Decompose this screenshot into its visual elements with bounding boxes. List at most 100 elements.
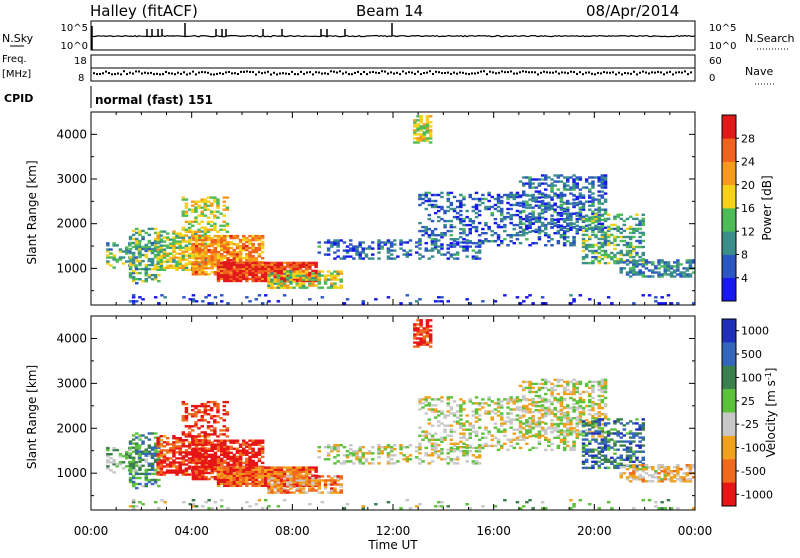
echo-cell [657,259,661,261]
echo-cell [207,460,211,462]
echo-cell [598,246,602,248]
echo-cell [557,180,561,182]
echo-cell [447,452,451,454]
echo-cell [657,267,661,269]
echo-cell [566,240,570,242]
echo-cell [557,188,561,190]
nave-dot [288,73,290,75]
echo-cell [610,242,614,244]
echo-cell [141,465,145,467]
echo-cell [210,225,214,227]
nave-dot [237,73,239,75]
echo-cell [487,206,491,208]
echo-cell [415,245,419,247]
echo-cell [157,485,161,487]
echo-cell [399,444,403,446]
echo-cell [314,469,318,471]
echo-cell [119,461,123,463]
echo-cell [516,437,520,439]
echo-cell [632,256,636,258]
echo-cell [607,262,611,264]
echo-cell [166,265,170,267]
nave-dot [510,70,512,72]
echo-cell [563,194,567,196]
freq-unit: [MHz] [2,69,31,80]
echo-cell [429,125,433,127]
nave-dot [465,73,467,75]
echo-cell [531,302,535,304]
echo-cell [585,254,589,256]
echo-cell [179,240,183,242]
echo-cell [226,427,230,429]
nave-dot [462,72,464,74]
echo-cell [179,461,183,463]
echo-cell [572,174,576,176]
echo-cell [528,213,532,215]
echo-cell [129,252,133,254]
echo-cell [188,425,192,427]
echo-cell [125,453,129,455]
echo-cell [431,443,435,445]
echo-cell [456,404,460,406]
echo-cell [582,256,586,258]
echo-cell [336,444,340,446]
echo-cell [324,481,328,483]
nave-dot [666,72,668,74]
echo-cell [188,253,192,255]
echo-cell [667,269,671,271]
echo-cell [239,444,243,446]
echo-cell [296,280,300,282]
echo-cell [525,296,529,298]
echo-cell [594,256,598,258]
echo-cell [160,294,164,296]
echo-cell [563,219,567,221]
echo-cell [462,245,466,247]
echo-cell [447,300,451,302]
echo-cell [151,432,155,434]
nave-dot [270,74,272,76]
echo-cell [497,406,501,408]
echo-cell [148,234,152,236]
echo-cell [402,454,406,456]
echo-cell [497,234,501,236]
echo-cell [497,210,501,212]
echo-cell [201,411,205,413]
echo-cell [550,443,554,445]
echo-cell [362,446,366,448]
echo-cell [443,425,447,427]
echo-cell [541,192,545,194]
echo-cell [191,409,195,411]
echo-cell [607,226,611,228]
nsky-tick-bottom: 10^0 [61,41,88,52]
echo-cell [333,239,337,241]
nave-dot [336,72,338,74]
echo-cell [236,280,240,282]
echo-cell [544,211,548,213]
echo-cell [638,232,642,234]
echo-cell [195,271,199,273]
echo-cell [604,227,608,229]
echo-cell [380,241,384,243]
echo-cell [182,234,186,236]
echo-cell [456,241,460,243]
echo-cell [286,276,290,278]
echo-cell [248,247,252,249]
echo-cell [560,439,564,441]
echo-cell [409,454,413,456]
echo-cell [229,235,233,237]
echo-cell [557,410,561,412]
echo-cell [594,209,598,211]
nave-dot [645,72,647,74]
echo-cell [314,475,318,477]
echo-cell [550,196,554,198]
echo-cell [321,296,325,298]
echo-cell [566,223,570,225]
echo-cell [305,475,309,477]
echo-cell [588,244,592,246]
nave-dot [477,72,479,74]
echo-cell [226,462,230,464]
echo-cell [516,224,520,226]
echo-cell [660,273,664,275]
echo-cell [211,466,215,468]
echo-cell [245,469,249,471]
